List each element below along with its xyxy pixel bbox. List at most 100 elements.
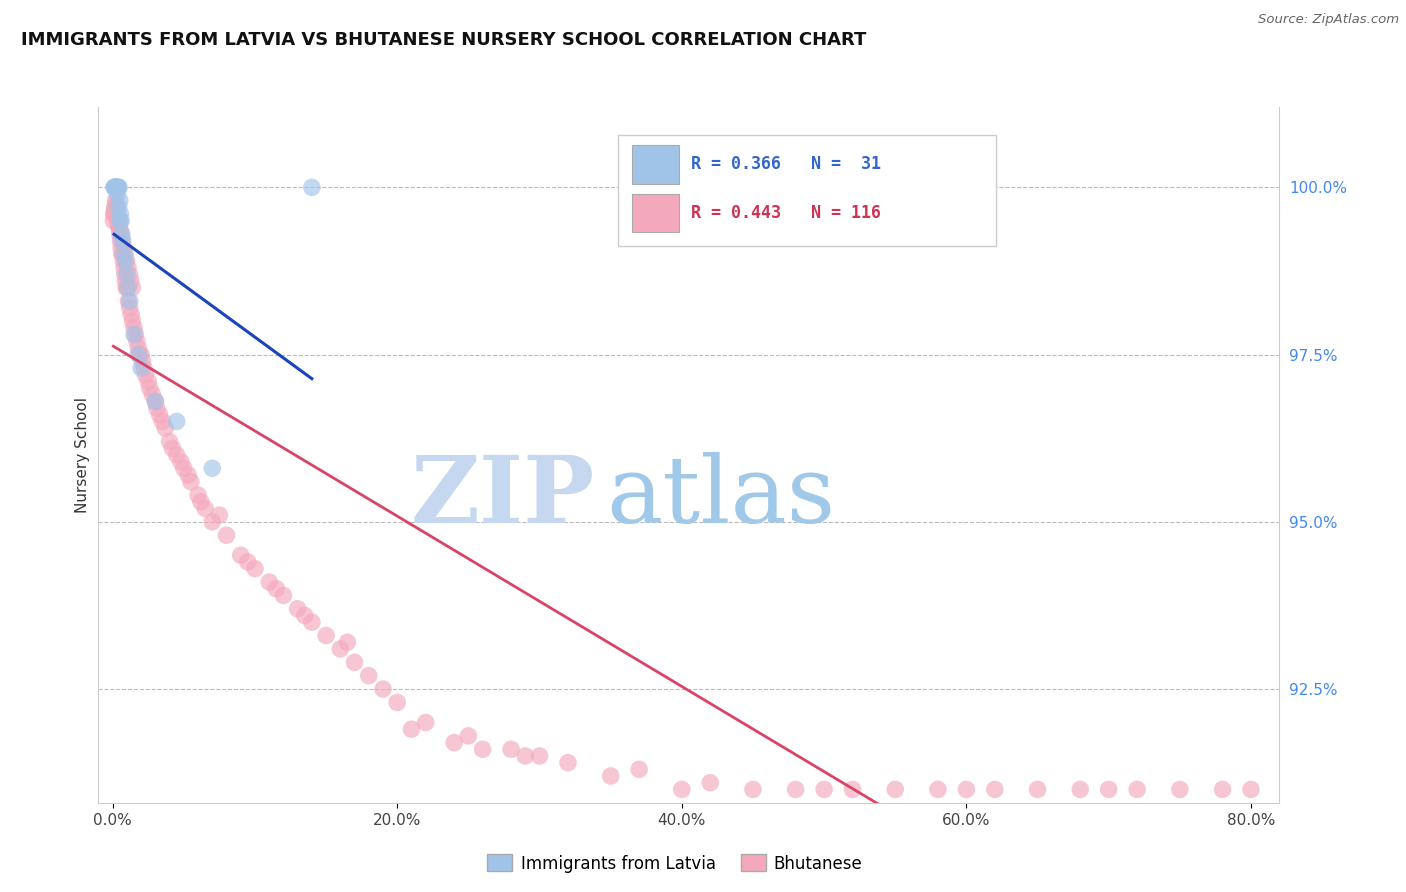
Point [143, 394, 166, 409]
Point [112, 241, 135, 255]
Point [785, 782, 807, 797]
Point [111, 227, 134, 242]
Text: Source: ZipAtlas.com: Source: ZipAtlas.com [1258, 13, 1399, 27]
Point [229, 549, 252, 563]
Point [128, 348, 150, 362]
Point [159, 434, 181, 449]
Point [162, 442, 184, 456]
Point [166, 448, 188, 462]
Point [108, 180, 131, 194]
Point [107, 214, 129, 228]
Point [955, 782, 977, 797]
Point [105, 201, 128, 215]
Point [152, 415, 174, 429]
Text: IMMIGRANTS FROM LATVIA VS BHUTANESE NURSERY SCHOOL CORRELATION CHART: IMMIGRANTS FROM LATVIA VS BHUTANESE NURS… [21, 31, 866, 49]
Point [107, 217, 129, 231]
Point [110, 241, 132, 255]
Point [114, 253, 136, 268]
Point [115, 268, 138, 282]
Point [813, 782, 835, 797]
Point [927, 782, 949, 797]
Point [457, 729, 479, 743]
Point [243, 562, 266, 576]
Point [132, 361, 155, 376]
Point [122, 321, 145, 335]
Point [103, 180, 125, 194]
Point [315, 629, 337, 643]
Point [110, 207, 132, 221]
Point [201, 515, 224, 529]
Point [628, 763, 651, 777]
Point [104, 201, 127, 215]
Point [121, 314, 143, 328]
Point [114, 274, 136, 288]
Point [127, 341, 149, 355]
Point [115, 281, 138, 295]
Point [104, 197, 127, 211]
Point [111, 247, 134, 261]
Point [103, 214, 125, 228]
Point [118, 268, 141, 282]
Point [471, 742, 494, 756]
Point [105, 180, 128, 194]
Point [841, 782, 863, 797]
Point [105, 187, 128, 202]
Point [105, 207, 128, 221]
Point [125, 334, 148, 349]
Point [1069, 782, 1091, 797]
Point [127, 348, 149, 362]
Point [110, 234, 132, 248]
Point [108, 220, 131, 235]
Text: R = 0.366   N =  31: R = 0.366 N = 31 [692, 155, 882, 173]
Point [104, 201, 127, 215]
Point [115, 253, 138, 268]
Point [301, 615, 323, 630]
Point [287, 601, 309, 615]
Point [120, 274, 142, 288]
Point [1126, 782, 1149, 797]
Point [129, 348, 152, 362]
Point [107, 180, 129, 194]
Point [273, 588, 295, 602]
Point [131, 354, 153, 368]
FancyBboxPatch shape [633, 194, 679, 232]
Point [118, 301, 141, 315]
Y-axis label: Nursery School: Nursery School [75, 397, 90, 513]
Point [599, 769, 621, 783]
Point [105, 180, 128, 194]
Point [294, 608, 316, 623]
Point [103, 180, 125, 194]
Point [443, 736, 465, 750]
Point [104, 180, 127, 194]
Point [108, 227, 131, 242]
Point [201, 461, 224, 475]
Point [149, 408, 172, 422]
Point [742, 782, 765, 797]
Point [120, 308, 142, 322]
Point [984, 782, 1007, 797]
Point [104, 180, 127, 194]
Point [104, 194, 127, 208]
Point [105, 211, 128, 225]
Point [190, 495, 212, 509]
Point [108, 194, 131, 208]
Point [118, 294, 141, 309]
Point [104, 180, 127, 194]
Point [145, 401, 167, 416]
Point [111, 234, 134, 248]
Point [336, 635, 359, 649]
Point [173, 461, 195, 475]
Point [155, 421, 177, 435]
Point [401, 723, 423, 737]
Point [122, 327, 145, 342]
Point [110, 214, 132, 228]
Point [208, 508, 231, 523]
Point [108, 220, 131, 235]
Point [301, 180, 323, 194]
Point [884, 782, 907, 797]
Point [415, 715, 437, 730]
Point [107, 201, 129, 215]
Point [124, 327, 146, 342]
Point [180, 475, 202, 489]
FancyBboxPatch shape [633, 145, 679, 184]
